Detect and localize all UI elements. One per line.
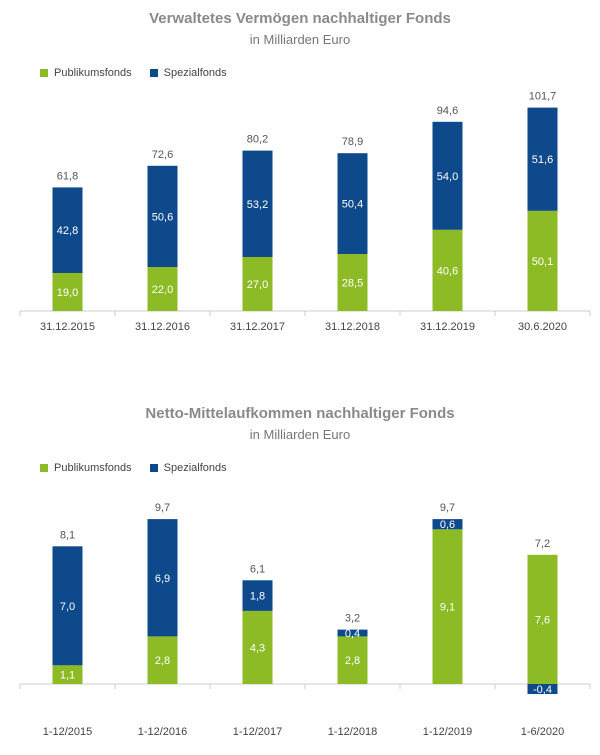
data-label-spezialfonds: 42,8	[57, 225, 78, 237]
bar-spezialfonds	[242, 150, 273, 257]
bar-publikumsfonds	[432, 229, 463, 311]
data-label-publikumsfonds: 50,1	[532, 256, 553, 268]
legend: Publikumsfonds Spezialfonds	[40, 67, 227, 79]
data-label-publikumsfonds: 7,6	[535, 614, 550, 626]
x-tick-label: 31.12.2015	[40, 321, 95, 333]
legend-swatch-spezialfonds	[149, 464, 158, 472]
bar-spezialfonds	[432, 121, 463, 230]
data-label-publikumsfonds: 2,8	[155, 655, 170, 667]
x-tick-label: 1-12/2015	[43, 726, 93, 738]
data-label-spezialfonds: 1,8	[250, 591, 265, 603]
chart-title: Netto-Mittelaufkommen nachhaltiger Fonds	[145, 405, 455, 422]
total-label: 8,1	[60, 529, 75, 541]
bar-spezialfonds	[527, 684, 558, 694]
bar-spezialfonds	[147, 519, 178, 637]
chart-title: Verwaltetes Vermögen nachhaltiger Fonds	[149, 10, 451, 27]
x-tick-label: 1-12/2019	[423, 726, 473, 738]
legend-swatch-publikumsfonds	[40, 69, 48, 77]
total-label: 9,7	[155, 502, 170, 514]
data-label-publikumsfonds: 22,0	[152, 284, 173, 296]
data-label-spezialfonds: 0,6	[440, 519, 455, 531]
data-label-publikumsfonds: 4,3	[250, 642, 265, 654]
x-tick-label: 31.12.2018	[325, 321, 380, 333]
x-tick-label: 1-12/2016	[138, 726, 188, 738]
total-label: 6,1	[250, 563, 265, 575]
data-label-publikumsfonds: 27,0	[247, 279, 268, 291]
bar-publikumsfonds	[337, 636, 368, 684]
bar-spezialfonds	[527, 107, 558, 211]
chart-net-flows: Netto-Mittelaufkommen nachhaltiger Fonds…	[0, 395, 600, 755]
total-label: 3,2	[345, 613, 360, 625]
chart-subtitle: in Milliarden Euro	[249, 32, 351, 47]
total-label: 101,7	[529, 91, 557, 103]
total-label: 94,6	[437, 105, 458, 117]
bar-publikumsfonds	[52, 665, 83, 684]
legend-label: Publikumsfonds	[54, 67, 132, 79]
data-label-spezialfonds: 54,0	[437, 171, 458, 183]
bar-spezialfonds	[337, 629, 368, 637]
data-label-publikumsfonds: 28,5	[342, 278, 363, 290]
legend-item-spezialfonds: Spezialfonds	[149, 67, 227, 79]
total-label: 7,2	[535, 538, 550, 550]
legend-label: Spezialfonds	[163, 67, 227, 79]
x-tick-label: 1-12/2017	[233, 726, 283, 738]
bar-publikumsfonds	[52, 273, 83, 311]
legend-swatch-publikumsfonds	[40, 464, 48, 472]
data-label-publikumsfonds: 40,6	[437, 265, 458, 277]
bar-publikumsfonds	[242, 257, 273, 311]
legend-label: Spezialfonds	[163, 462, 227, 474]
x-tick-label: 30.6.2020	[518, 321, 567, 333]
total-label: 80,2	[247, 134, 268, 146]
x-tick-label: 31.12.2017	[230, 321, 285, 333]
chart-plot: 19,0 42,8 61,8 31.12.2015 22,0 50,6 72,6 31.12.…	[19, 91, 591, 333]
total-label: 9,7	[440, 502, 455, 514]
legend-item-spezialfonds: Spezialfonds	[149, 462, 227, 474]
x-tick-label: 31.12.2019	[420, 321, 475, 333]
data-label-spezialfonds: 6,9	[155, 573, 170, 585]
legend-label: Publikumsfonds	[54, 462, 132, 474]
total-label: 78,9	[342, 136, 363, 148]
legend-item-publikumsfonds: Publikumsfonds	[40, 462, 132, 474]
data-label-publikumsfonds: 19,0	[57, 287, 78, 299]
bar-publikumsfonds	[242, 610, 273, 684]
data-label-publikumsfonds: 9,1	[440, 602, 455, 614]
bar-publikumsfonds	[432, 529, 463, 684]
bar-spezialfonds	[52, 187, 83, 273]
chart-aum: Verwaltetes Vermögen nachhaltiger Fonds …	[0, 0, 600, 350]
total-label: 61,8	[57, 170, 78, 182]
bar-publikumsfonds	[337, 254, 368, 311]
bar-publikumsfonds	[527, 554, 558, 684]
data-label-publikumsfonds: 1,1	[60, 670, 75, 682]
x-tick-label: 31.12.2016	[135, 321, 190, 333]
legend: Publikumsfonds Spezialfonds	[40, 462, 227, 474]
bar-spezialfonds	[147, 165, 178, 267]
data-label-spezialfonds: 7,0	[60, 601, 75, 613]
x-tick-label: 1-12/2018	[328, 726, 378, 738]
data-label-spezialfonds: 50,6	[152, 211, 173, 223]
bar-spezialfonds	[242, 580, 273, 611]
chart-plot: 1,1 7,0 8,1 1-12/2015 2,8 6,9 9,7 1-12/2016 4,3 1…	[19, 502, 591, 738]
data-label-spezialfonds: -0,4	[533, 684, 552, 696]
data-label-spezialfonds: 50,4	[342, 199, 363, 211]
bar-spezialfonds	[432, 519, 463, 530]
data-label-publikumsfonds: 2,8	[345, 655, 360, 667]
legend-item-publikumsfonds: Publikumsfonds	[40, 67, 132, 79]
data-label-spezialfonds: 53,2	[247, 199, 268, 211]
x-tick-label: 1-6/2020	[521, 726, 564, 738]
bar-spezialfonds	[52, 546, 83, 666]
total-label: 72,6	[152, 149, 173, 161]
bar-publikumsfonds	[147, 636, 178, 684]
bar-publikumsfonds	[147, 267, 178, 311]
bar-publikumsfonds	[527, 210, 558, 311]
data-label-spezialfonds: 0,4	[345, 628, 360, 640]
bar-spezialfonds	[337, 153, 368, 254]
legend-swatch-spezialfonds	[149, 69, 158, 77]
chart-subtitle: in Milliarden Euro	[249, 427, 351, 442]
data-label-spezialfonds: 51,6	[532, 154, 553, 166]
